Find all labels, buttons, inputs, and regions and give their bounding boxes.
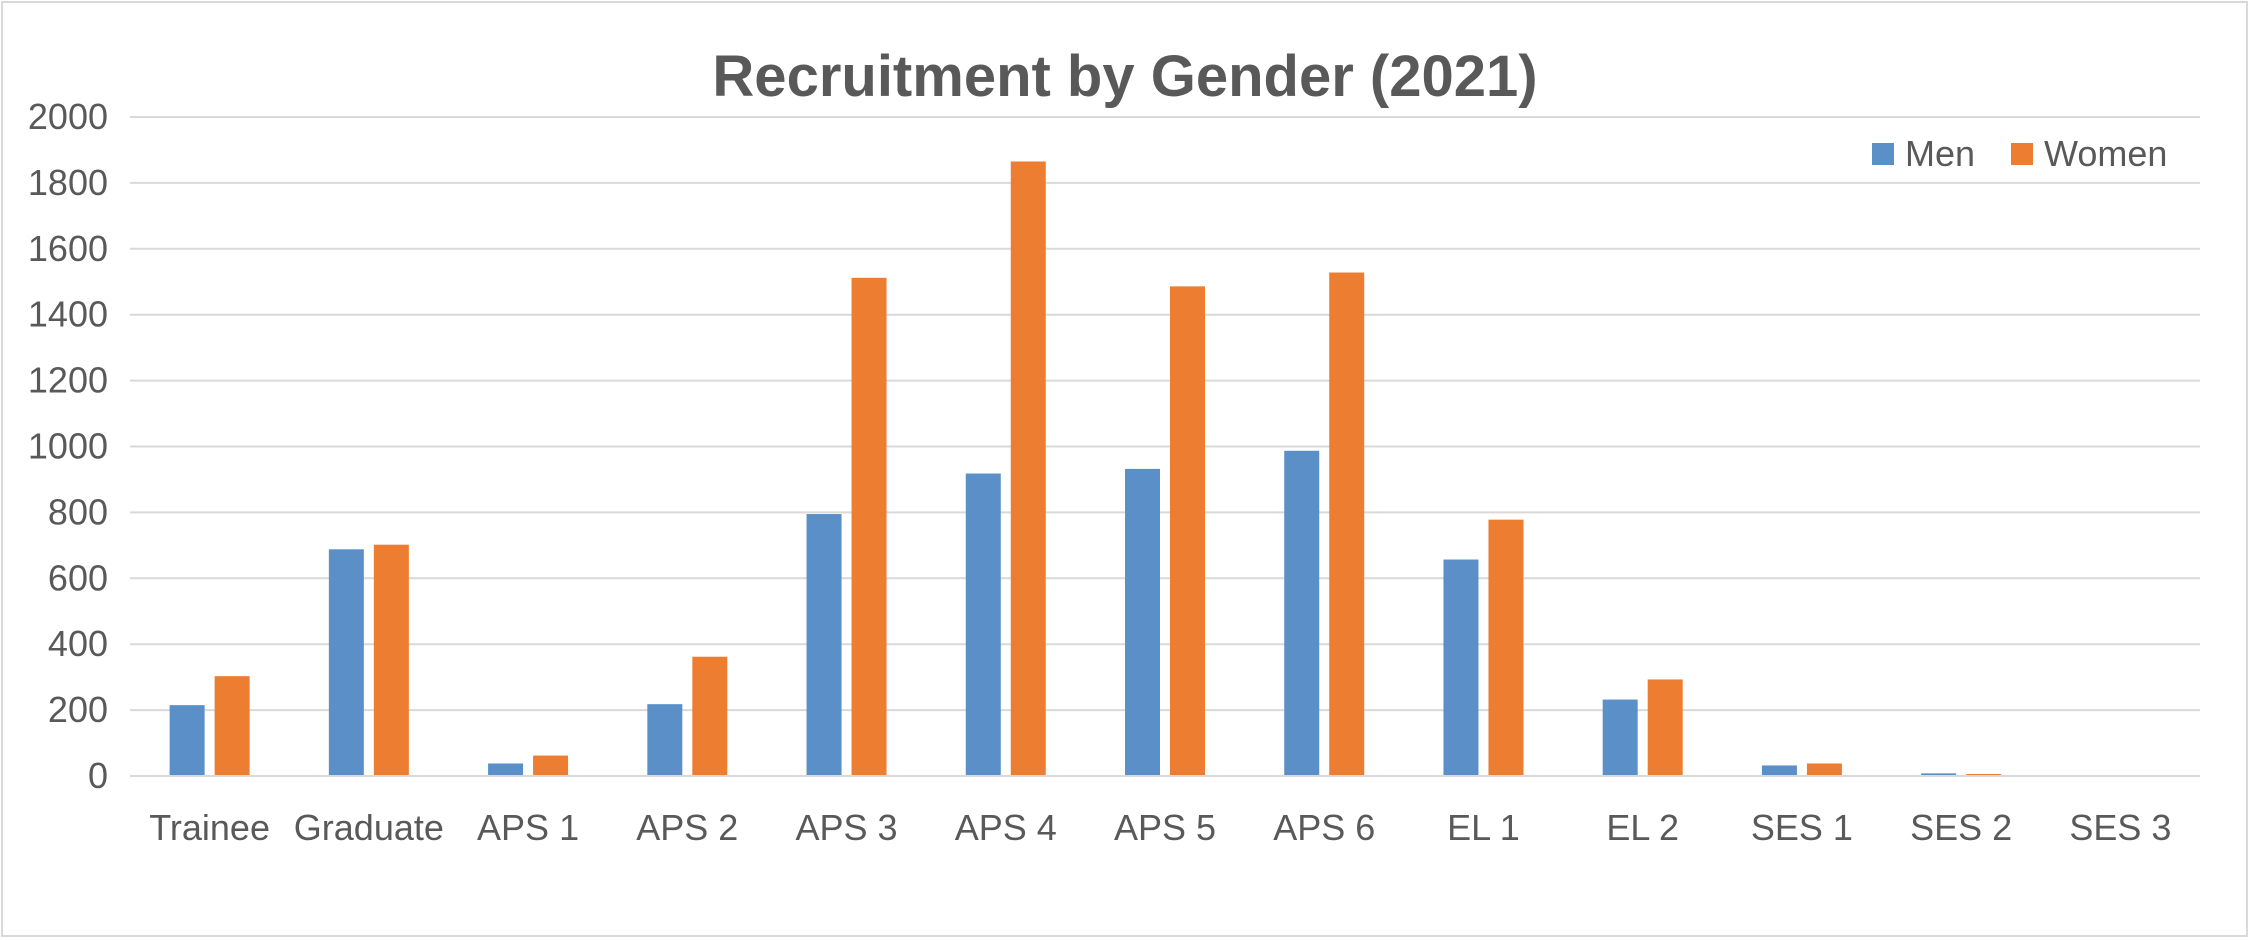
bar-women-aps-4 xyxy=(1010,161,1046,777)
x-category-label: Graduate xyxy=(294,807,444,848)
x-category-label: APS 4 xyxy=(955,807,1057,848)
bar-men-el-2 xyxy=(1602,699,1638,776)
bar-men-aps-2 xyxy=(647,704,683,776)
legend-swatch-men xyxy=(1872,143,1894,165)
bar-women-aps-1 xyxy=(533,755,569,776)
bar-men-aps-3 xyxy=(806,514,842,776)
x-axis-category-labels: Trainee Graduate APS 1 APS 2 APS 3 APS 4 APS 5… xyxy=(149,807,2171,848)
bar-women-el-1 xyxy=(1488,519,1524,776)
bar-men-graduate xyxy=(328,549,364,776)
bar-men-trainee xyxy=(169,705,205,776)
x-category-label: APS 6 xyxy=(1273,807,1375,848)
gridlines xyxy=(130,116,2200,777)
bar-women-el-2 xyxy=(1647,679,1683,776)
x-category-label: APS 3 xyxy=(796,807,898,848)
bar-women-ses-1 xyxy=(1806,763,1842,776)
legend-swatch-women xyxy=(2011,143,2033,165)
bar-women-aps-6 xyxy=(1329,272,1365,776)
x-category-label: APS 5 xyxy=(1114,807,1216,848)
x-category-label: SES 3 xyxy=(2069,807,2171,848)
y-tick-label: 200 xyxy=(48,689,108,730)
x-category-label: APS 1 xyxy=(477,807,579,848)
bar-men-ses-2 xyxy=(1921,773,1957,776)
bar-men-aps-1 xyxy=(488,763,524,776)
bar-women-aps-2 xyxy=(692,656,728,776)
y-axis-tick-labels: 0 200 400 600 800 1000 1200 1400 1600 1800 2000 xyxy=(28,96,108,796)
x-category-label: APS 2 xyxy=(636,807,738,848)
bar-women-aps-3 xyxy=(851,277,887,776)
bar-women-aps-5 xyxy=(1170,286,1205,776)
bar-men-el-1 xyxy=(1443,559,1479,776)
y-tick-label: 1000 xyxy=(28,426,108,467)
legend-label-men: Men xyxy=(1905,133,1975,174)
x-category-label: EL 1 xyxy=(1447,807,1520,848)
bar-men-ses-1 xyxy=(1761,765,1797,776)
bar-men-aps-6 xyxy=(1284,450,1320,776)
y-tick-label: 800 xyxy=(48,491,108,532)
bar-women-graduate xyxy=(373,544,409,776)
x-category-label: SES 2 xyxy=(1910,807,2012,848)
bar-men-aps-5 xyxy=(1125,468,1160,776)
x-category-label: EL 2 xyxy=(1606,807,1679,848)
y-tick-label: 1400 xyxy=(28,294,108,335)
bar-women-trainee xyxy=(214,676,250,776)
legend: Men Women xyxy=(1872,133,2167,174)
y-tick-label: 1800 xyxy=(28,162,108,203)
x-category-label: Trainee xyxy=(149,807,270,848)
x-category-label: SES 1 xyxy=(1751,807,1853,848)
y-tick-label: 1200 xyxy=(28,360,108,401)
y-tick-label: 2000 xyxy=(28,96,108,137)
y-tick-label: 600 xyxy=(48,557,108,598)
y-tick-label: 0 xyxy=(88,755,108,796)
y-tick-label: 400 xyxy=(48,623,108,664)
bar-men-aps-4 xyxy=(965,473,1001,776)
bars xyxy=(130,161,2200,777)
chart-title: Recruitment by Gender (2021) xyxy=(712,44,1537,109)
y-tick-label: 1600 xyxy=(28,228,108,269)
legend-label-women: Women xyxy=(2044,133,2167,174)
